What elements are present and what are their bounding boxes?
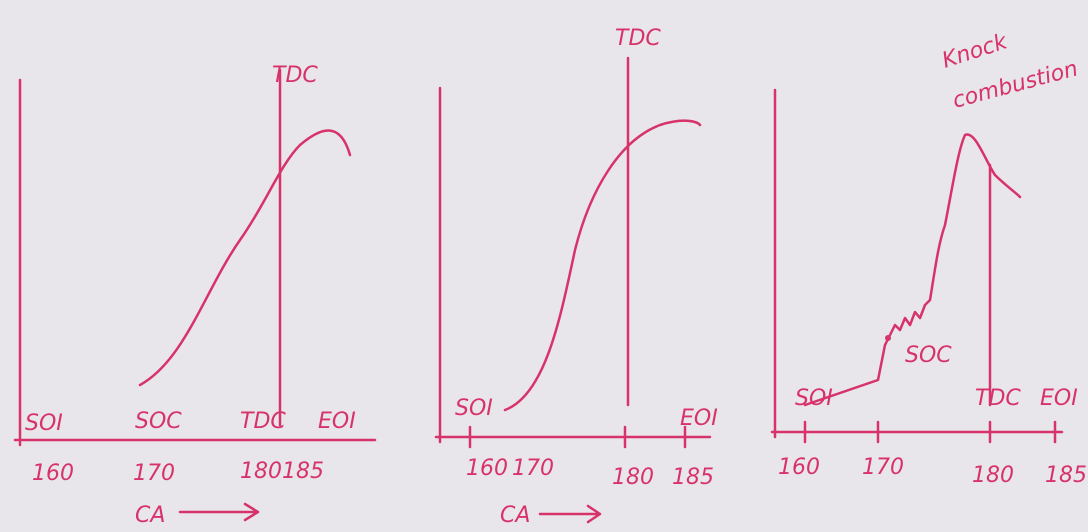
top-label: TDC bbox=[615, 26, 661, 51]
label: SOC bbox=[905, 343, 952, 368]
tick-label: 160 bbox=[32, 461, 74, 486]
tick-label: 160 bbox=[466, 456, 508, 481]
soc-dot bbox=[885, 335, 891, 341]
label: SOI bbox=[795, 386, 833, 411]
tick-label: 170 bbox=[133, 461, 175, 486]
label: TDC bbox=[240, 409, 286, 434]
tick-label: 185 bbox=[1045, 463, 1087, 488]
tick-label: 180 bbox=[240, 459, 282, 484]
tick-label: 170 bbox=[862, 455, 904, 480]
tick-label: 180 bbox=[972, 463, 1014, 488]
label: EOI bbox=[1040, 386, 1078, 411]
axis-label: CA bbox=[500, 503, 530, 528]
label: TDC bbox=[975, 386, 1021, 411]
label: EOI bbox=[318, 409, 356, 434]
paper bbox=[0, 0, 1088, 532]
label: SOI bbox=[25, 411, 63, 436]
tick-label: 160 bbox=[778, 455, 820, 480]
tick-label: 180 bbox=[612, 465, 654, 490]
label: SOI bbox=[455, 396, 493, 421]
axis-label: CA bbox=[135, 503, 165, 528]
top-label: TDC bbox=[272, 63, 318, 88]
tick-label: 170 bbox=[512, 456, 554, 481]
tick-label: 185 bbox=[672, 465, 714, 490]
sketch: TDC SOI SOC TDC EOI 160 170 180 185 CA T… bbox=[0, 0, 1088, 532]
label: SOC bbox=[135, 409, 182, 434]
label: EOI bbox=[680, 406, 718, 431]
tick-label: 185 bbox=[282, 459, 324, 484]
